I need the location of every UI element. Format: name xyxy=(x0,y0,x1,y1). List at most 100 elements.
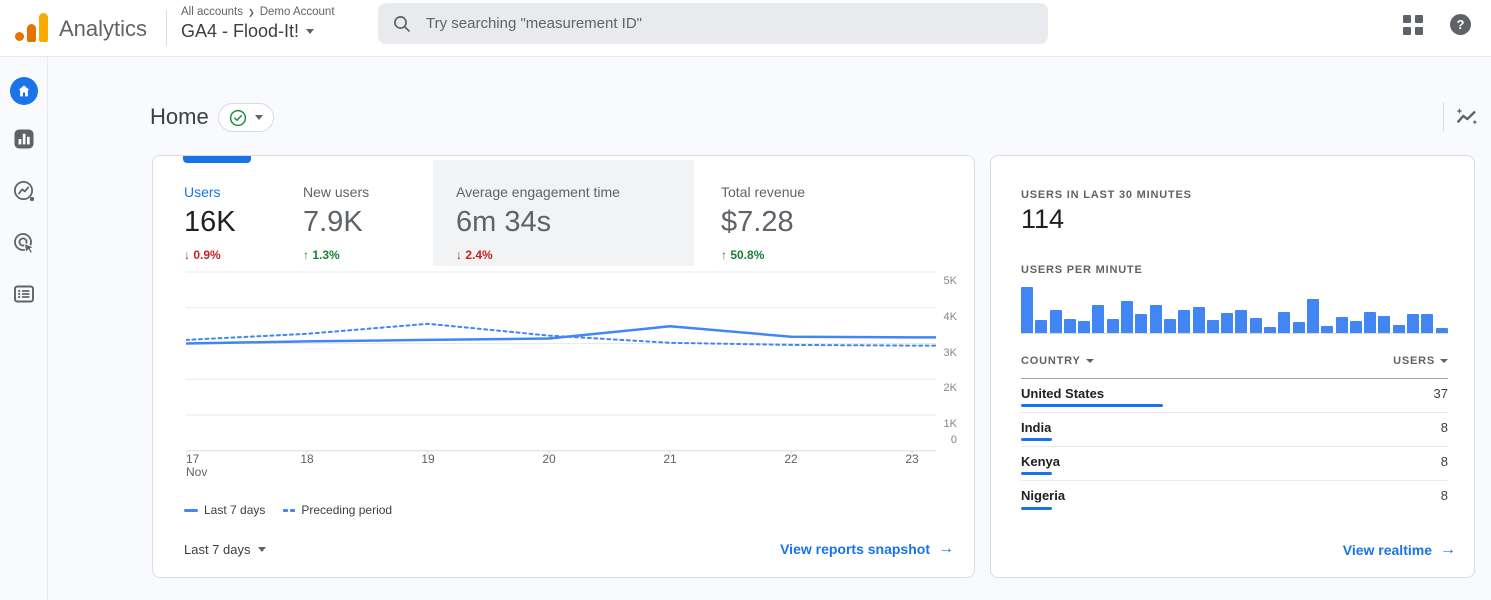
minute-bar xyxy=(1264,327,1277,333)
carousel-indicator xyxy=(183,156,251,163)
country-table: United States 37 India 8 Kenya 8 Nigeria 8 xyxy=(1021,379,1448,515)
metric-label: Users xyxy=(184,184,221,200)
sort-caret-icon xyxy=(1440,359,1448,363)
breadcrumb-account[interactable]: Demo Account xyxy=(259,6,335,18)
main-content: Home Users 16K ↓ 0.9% xyxy=(48,57,1491,600)
bar-chart-icon xyxy=(14,129,34,149)
realtime-card: USERS IN LAST 30 MINUTES 114 USERS PER M… xyxy=(990,155,1475,578)
metric-tab-avg-engagement-time[interactable]: Average engagement time 6m 34s ↓ 2.4% xyxy=(456,184,620,262)
minute-bar xyxy=(1021,287,1033,333)
sort-caret-icon xyxy=(1085,359,1094,363)
logo-mid-bar xyxy=(27,24,36,42)
metric-tab-total-revenue[interactable]: Total revenue $7.28 ↑ 50.8% xyxy=(721,184,805,262)
minute-bar xyxy=(1349,321,1362,333)
help-glyph: ? xyxy=(1456,17,1465,32)
column-label: COUNTRY xyxy=(1021,355,1081,367)
country-bar xyxy=(1021,404,1163,407)
minute-bar xyxy=(1178,310,1191,333)
sidebar-item-explore[interactable] xyxy=(13,180,35,202)
dashed-line-swatch xyxy=(283,508,296,512)
minute-bar xyxy=(1078,321,1091,333)
minute-bar xyxy=(1206,320,1219,333)
metric-tab-users[interactable]: Users 16K ↓ 0.9% xyxy=(184,184,236,262)
minute-bar xyxy=(1378,316,1391,333)
view-reports-snapshot-link[interactable]: View reports snapshot → xyxy=(780,540,954,558)
sidebar-item-home[interactable] xyxy=(10,77,38,105)
trend-line-dashed xyxy=(186,322,936,347)
users-30min-label: USERS IN LAST 30 MINUTES xyxy=(1021,189,1192,201)
chevron-down-icon xyxy=(257,547,266,552)
metric-label: New users xyxy=(303,184,370,200)
legend-label: Preceding period xyxy=(301,503,393,517)
insights-sparkle-icon xyxy=(1456,108,1478,125)
minute-bar xyxy=(1192,307,1205,333)
home-overview-card: Users 16K ↓ 0.9% New users 7.9K ↑ 1.3% A… xyxy=(152,155,975,578)
date-range-selector[interactable]: Last 7 days xyxy=(184,542,266,557)
x-axis-label: 23 xyxy=(905,452,919,466)
sidebar-item-advertising[interactable] xyxy=(13,232,35,254)
metric-value: 16K xyxy=(184,206,236,238)
list-icon xyxy=(14,285,34,303)
column-label: USERS xyxy=(1393,355,1435,367)
realtime-table-header: COUNTRY USERS xyxy=(1021,355,1448,379)
country-name: Nigeria xyxy=(1021,488,1066,503)
logo-tall-bar xyxy=(39,13,48,42)
country-row: Kenya 8 xyxy=(1021,447,1448,481)
legend-preceding-period: Preceding period xyxy=(283,503,392,517)
sidebar-item-library[interactable] xyxy=(13,283,35,305)
diagnostics-grid-icon[interactable] xyxy=(1403,15,1423,35)
y-axis-label: 2K xyxy=(943,382,957,395)
minute-bar xyxy=(1235,310,1248,333)
trend-line-solid xyxy=(186,325,936,345)
x-axis-label: 22 xyxy=(784,452,798,466)
minute-bar xyxy=(1421,314,1434,333)
report-status-badge[interactable] xyxy=(218,103,274,132)
minute-bar xyxy=(1407,314,1420,333)
minute-bar xyxy=(1435,328,1448,333)
minute-bar xyxy=(1321,326,1334,333)
home-icon xyxy=(18,85,30,97)
arrow-right-icon: → xyxy=(938,540,954,557)
country-row: Nigeria 8 xyxy=(1021,481,1448,515)
search-input[interactable] xyxy=(426,15,1034,32)
minute-bar xyxy=(1035,320,1048,333)
metric-change: ↓ 2.4% xyxy=(456,248,493,262)
minute-bar xyxy=(1121,301,1134,333)
solid-line-swatch xyxy=(184,508,198,512)
y-axis-label: 0 xyxy=(950,434,957,446)
view-realtime-link[interactable]: View realtime → xyxy=(1343,541,1456,559)
users-per-minute-label: USERS PER MINUTE xyxy=(1021,264,1143,276)
minute-bar xyxy=(1278,312,1291,333)
property-selector[interactable]: GA4 - Flood-It! xyxy=(181,21,335,42)
insights-button[interactable] xyxy=(1454,105,1479,130)
divider xyxy=(1443,102,1444,132)
users-per-minute-chart xyxy=(1021,286,1448,334)
country-users-value: 37 xyxy=(1433,386,1448,401)
help-icon[interactable]: ? xyxy=(1450,14,1471,35)
x-axis: 17 Nov 18 19 20 21 22 23 xyxy=(186,453,936,481)
minute-bar xyxy=(1249,318,1262,333)
breadcrumb-all-accounts[interactable]: All accounts xyxy=(181,6,244,18)
sidebar-item-reports[interactable] xyxy=(13,128,35,150)
metric-tab-new-users[interactable]: New users 7.9K ↑ 1.3% xyxy=(303,184,369,262)
minute-bar xyxy=(1049,310,1062,333)
global-search[interactable] xyxy=(378,3,1048,44)
country-column-header[interactable]: COUNTRY xyxy=(1021,355,1094,367)
y-axis-label: 5K xyxy=(943,275,957,287)
chart-legend: Last 7 days Preceding period xyxy=(184,503,392,517)
metric-value: 7.9K xyxy=(303,206,363,238)
users-column-header[interactable]: USERS xyxy=(1393,355,1448,367)
explore-icon xyxy=(13,180,34,201)
arrow-right-icon: → xyxy=(1440,541,1456,558)
logo-dot xyxy=(15,32,24,41)
metric-label: Average engagement time xyxy=(456,184,620,200)
y-axis-label: 1K xyxy=(943,418,957,430)
x-axis-label: 21 xyxy=(663,452,677,466)
x-axis-label: 20 xyxy=(542,452,556,466)
legend-last-7-days: Last 7 days xyxy=(184,503,265,517)
country-users-value: 8 xyxy=(1440,488,1448,503)
users-30min-value: 114 xyxy=(1021,204,1065,234)
minute-bar xyxy=(1135,314,1148,333)
metric-highlight xyxy=(433,160,694,266)
